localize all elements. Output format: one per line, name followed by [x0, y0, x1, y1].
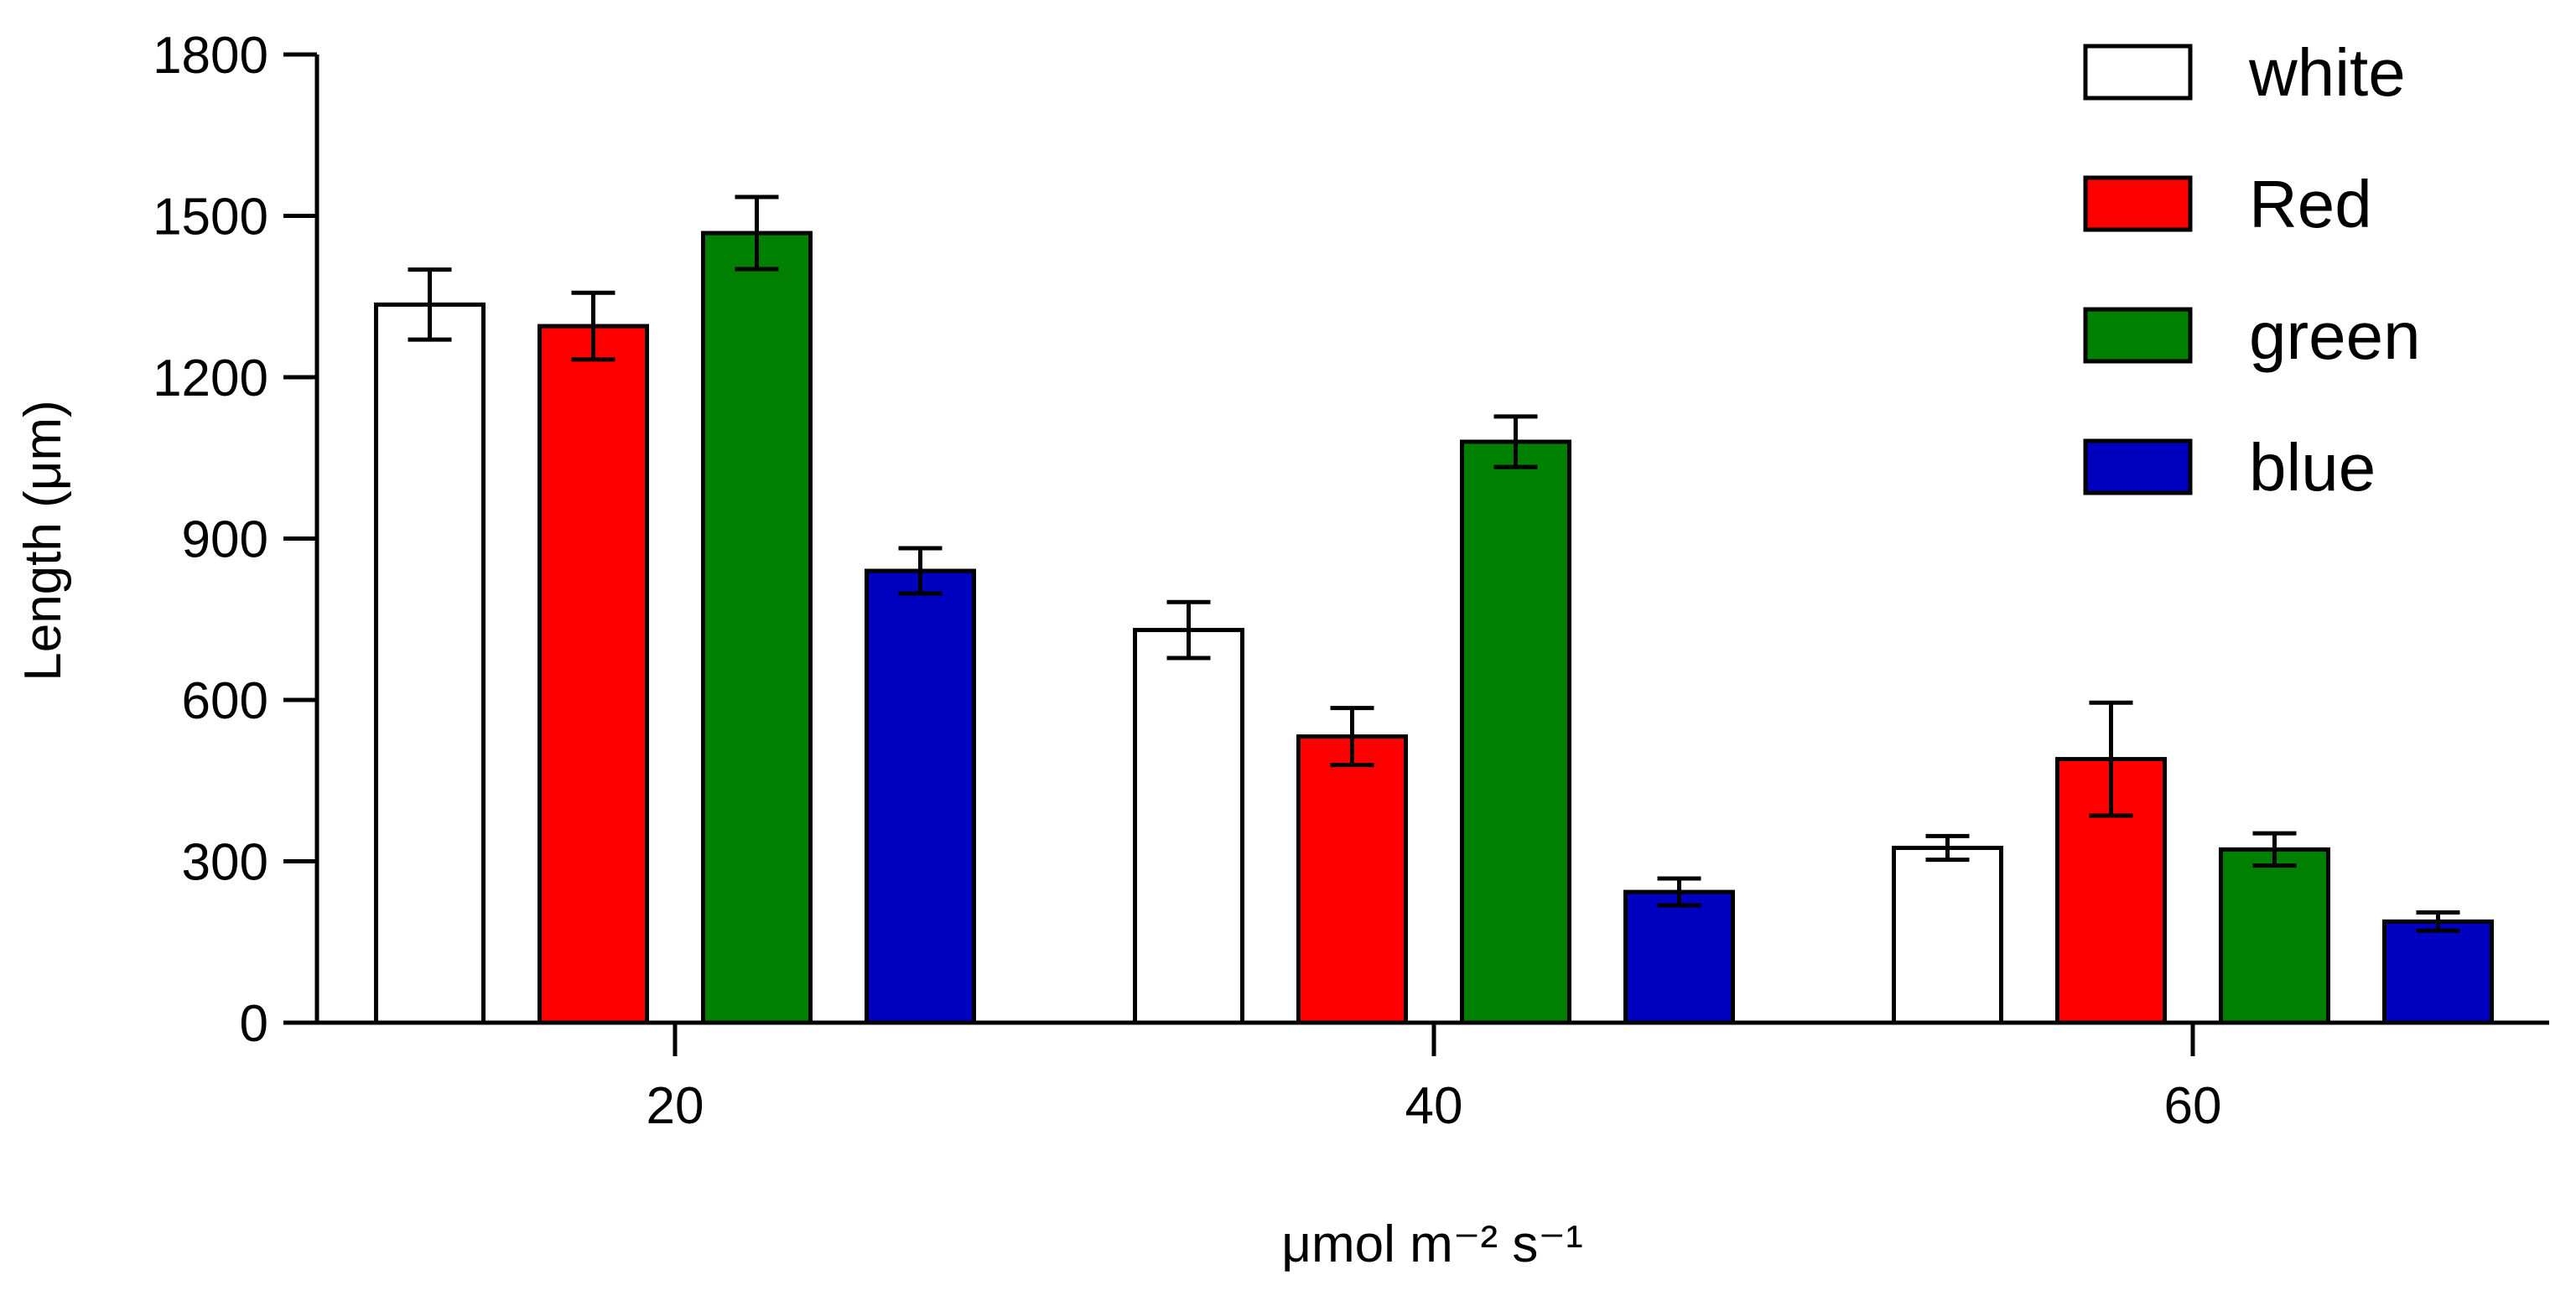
y-tick-label-900: 900	[182, 511, 268, 569]
y-axis: 0 300 600 900 1200 1500 1800	[153, 27, 319, 1053]
legend-swatch-red	[2083, 175, 2193, 232]
bar-white-60	[1892, 845, 2003, 1025]
legend-label-blue: blue	[2249, 430, 2376, 505]
error-bar-blue-20	[898, 546, 943, 596]
bar-blue-20	[865, 568, 976, 1025]
y-tick-label-1800: 1800	[153, 27, 268, 85]
bar-white-20	[374, 302, 486, 1025]
x-axis-title: μmol m⁻² s⁻¹	[1281, 1215, 1582, 1273]
error-bar-blue-60	[2416, 910, 2460, 933]
bar-green-60	[2219, 847, 2330, 1025]
bar-white-40	[1133, 628, 1244, 1025]
legend-item-green: green	[2083, 298, 2421, 373]
y-axis-title: Length (μm)	[14, 400, 72, 682]
legend-item-white: white	[2083, 35, 2406, 110]
y-tick-label-300: 300	[182, 834, 268, 892]
bar-blue-60	[2382, 919, 2494, 1025]
error-bar-red-20	[571, 290, 615, 362]
error-bar-white-40	[1166, 599, 1211, 661]
plot-area	[374, 194, 2494, 1025]
error-bar-red-60	[2089, 700, 2133, 818]
error-bar-green-20	[735, 194, 779, 272]
error-bar-white-20	[408, 267, 452, 342]
x-tick-label-20: 20	[647, 1077, 704, 1135]
x-tick-label-40: 40	[1405, 1077, 1463, 1135]
y-tick-label-600: 600	[182, 672, 268, 730]
error-bar-red-40	[1330, 706, 1374, 768]
y-tick-label-0: 0	[240, 995, 268, 1053]
legend-item-blue: blue	[2083, 430, 2376, 505]
bar-green-20	[701, 231, 813, 1025]
bar-red-20	[538, 324, 649, 1025]
error-bar-blue-40	[1657, 876, 1701, 908]
x-axis: 20 40 60	[317, 1020, 2549, 1135]
error-bar-green-60	[2252, 831, 2297, 868]
error-bar-green-40	[1493, 414, 1538, 469]
bar-green-40	[1460, 439, 1571, 1025]
bar-red-40	[1296, 734, 1408, 1025]
legend-label-green: green	[2249, 298, 2421, 373]
bar-blue-40	[1623, 889, 1735, 1025]
x-tick-label-60: 60	[2164, 1077, 2222, 1135]
legend-swatch-green	[2083, 307, 2193, 364]
legend-label-red: Red	[2249, 167, 2372, 241]
legend-label-white: white	[2248, 35, 2406, 110]
legend-item-red: Red	[2083, 167, 2372, 241]
error-bar-white-60	[1925, 833, 1970, 863]
legend-swatch-blue	[2083, 438, 2193, 495]
y-tick-label-1500: 1500	[153, 189, 268, 246]
y-tick-label-1200: 1200	[153, 350, 268, 407]
legend-swatch-white	[2083, 44, 2193, 101]
legend: white Red green blue	[2083, 35, 2421, 505]
